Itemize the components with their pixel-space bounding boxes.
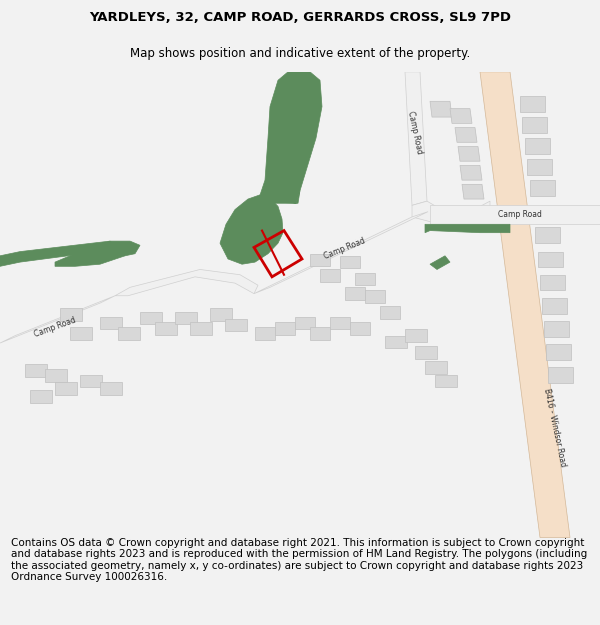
Polygon shape — [546, 344, 571, 360]
Polygon shape — [275, 322, 295, 334]
Polygon shape — [430, 256, 450, 269]
Text: Map shows position and indicative extent of the property.: Map shows position and indicative extent… — [130, 48, 470, 61]
Polygon shape — [365, 291, 385, 303]
Polygon shape — [55, 382, 77, 394]
Polygon shape — [115, 269, 258, 296]
Text: YARDLEYS, 32, CAMP ROAD, GERRARDS CROSS, SL9 7PD: YARDLEYS, 32, CAMP ROAD, GERRARDS CROSS,… — [89, 11, 511, 24]
Polygon shape — [460, 166, 482, 180]
Polygon shape — [310, 254, 330, 266]
Polygon shape — [295, 317, 315, 329]
Polygon shape — [544, 321, 569, 337]
Polygon shape — [425, 224, 510, 232]
Polygon shape — [425, 361, 447, 374]
Polygon shape — [140, 311, 162, 324]
Polygon shape — [220, 195, 283, 264]
Polygon shape — [330, 317, 350, 329]
Polygon shape — [258, 191, 300, 206]
Polygon shape — [0, 241, 140, 266]
Polygon shape — [455, 127, 477, 142]
Polygon shape — [350, 322, 370, 334]
Polygon shape — [254, 212, 428, 294]
Text: B416 - Windsor Road: B416 - Windsor Road — [542, 387, 568, 468]
Polygon shape — [450, 109, 472, 123]
Polygon shape — [155, 322, 177, 334]
Polygon shape — [355, 272, 375, 285]
Text: Camp Road: Camp Road — [323, 236, 367, 261]
Polygon shape — [100, 382, 122, 394]
Polygon shape — [430, 206, 600, 224]
Polygon shape — [255, 328, 275, 340]
Polygon shape — [320, 269, 340, 282]
Polygon shape — [225, 319, 247, 331]
Polygon shape — [190, 322, 212, 334]
Polygon shape — [415, 346, 437, 359]
Polygon shape — [538, 252, 563, 268]
Polygon shape — [310, 328, 330, 340]
Polygon shape — [345, 288, 365, 300]
Polygon shape — [70, 328, 92, 340]
Polygon shape — [340, 256, 360, 268]
Polygon shape — [430, 101, 452, 117]
Polygon shape — [30, 391, 52, 403]
Polygon shape — [25, 364, 47, 377]
Polygon shape — [60, 308, 82, 321]
Polygon shape — [0, 296, 115, 343]
Polygon shape — [405, 329, 427, 342]
Polygon shape — [258, 72, 322, 203]
Polygon shape — [412, 201, 490, 224]
Polygon shape — [548, 368, 573, 383]
Polygon shape — [535, 228, 560, 243]
Polygon shape — [527, 159, 552, 175]
Text: Camp Road: Camp Road — [498, 211, 542, 219]
Polygon shape — [540, 275, 565, 291]
Polygon shape — [542, 298, 567, 314]
Polygon shape — [520, 96, 545, 112]
Polygon shape — [175, 311, 197, 324]
Text: Camp Road: Camp Road — [406, 111, 424, 155]
Text: Contains OS data © Crown copyright and database right 2021. This information is : Contains OS data © Crown copyright and d… — [11, 538, 587, 582]
Polygon shape — [118, 328, 140, 340]
Polygon shape — [435, 374, 457, 388]
Polygon shape — [385, 336, 407, 348]
Polygon shape — [45, 369, 67, 382]
Polygon shape — [100, 317, 122, 329]
Polygon shape — [55, 241, 125, 266]
Text: Camp Road: Camp Road — [33, 316, 77, 339]
Polygon shape — [458, 146, 480, 161]
Polygon shape — [522, 117, 547, 133]
Polygon shape — [380, 306, 400, 319]
Polygon shape — [530, 180, 555, 196]
Polygon shape — [525, 138, 550, 154]
Polygon shape — [405, 72, 427, 206]
Polygon shape — [480, 72, 570, 538]
Polygon shape — [462, 184, 484, 199]
Polygon shape — [210, 308, 232, 321]
Polygon shape — [80, 374, 102, 388]
